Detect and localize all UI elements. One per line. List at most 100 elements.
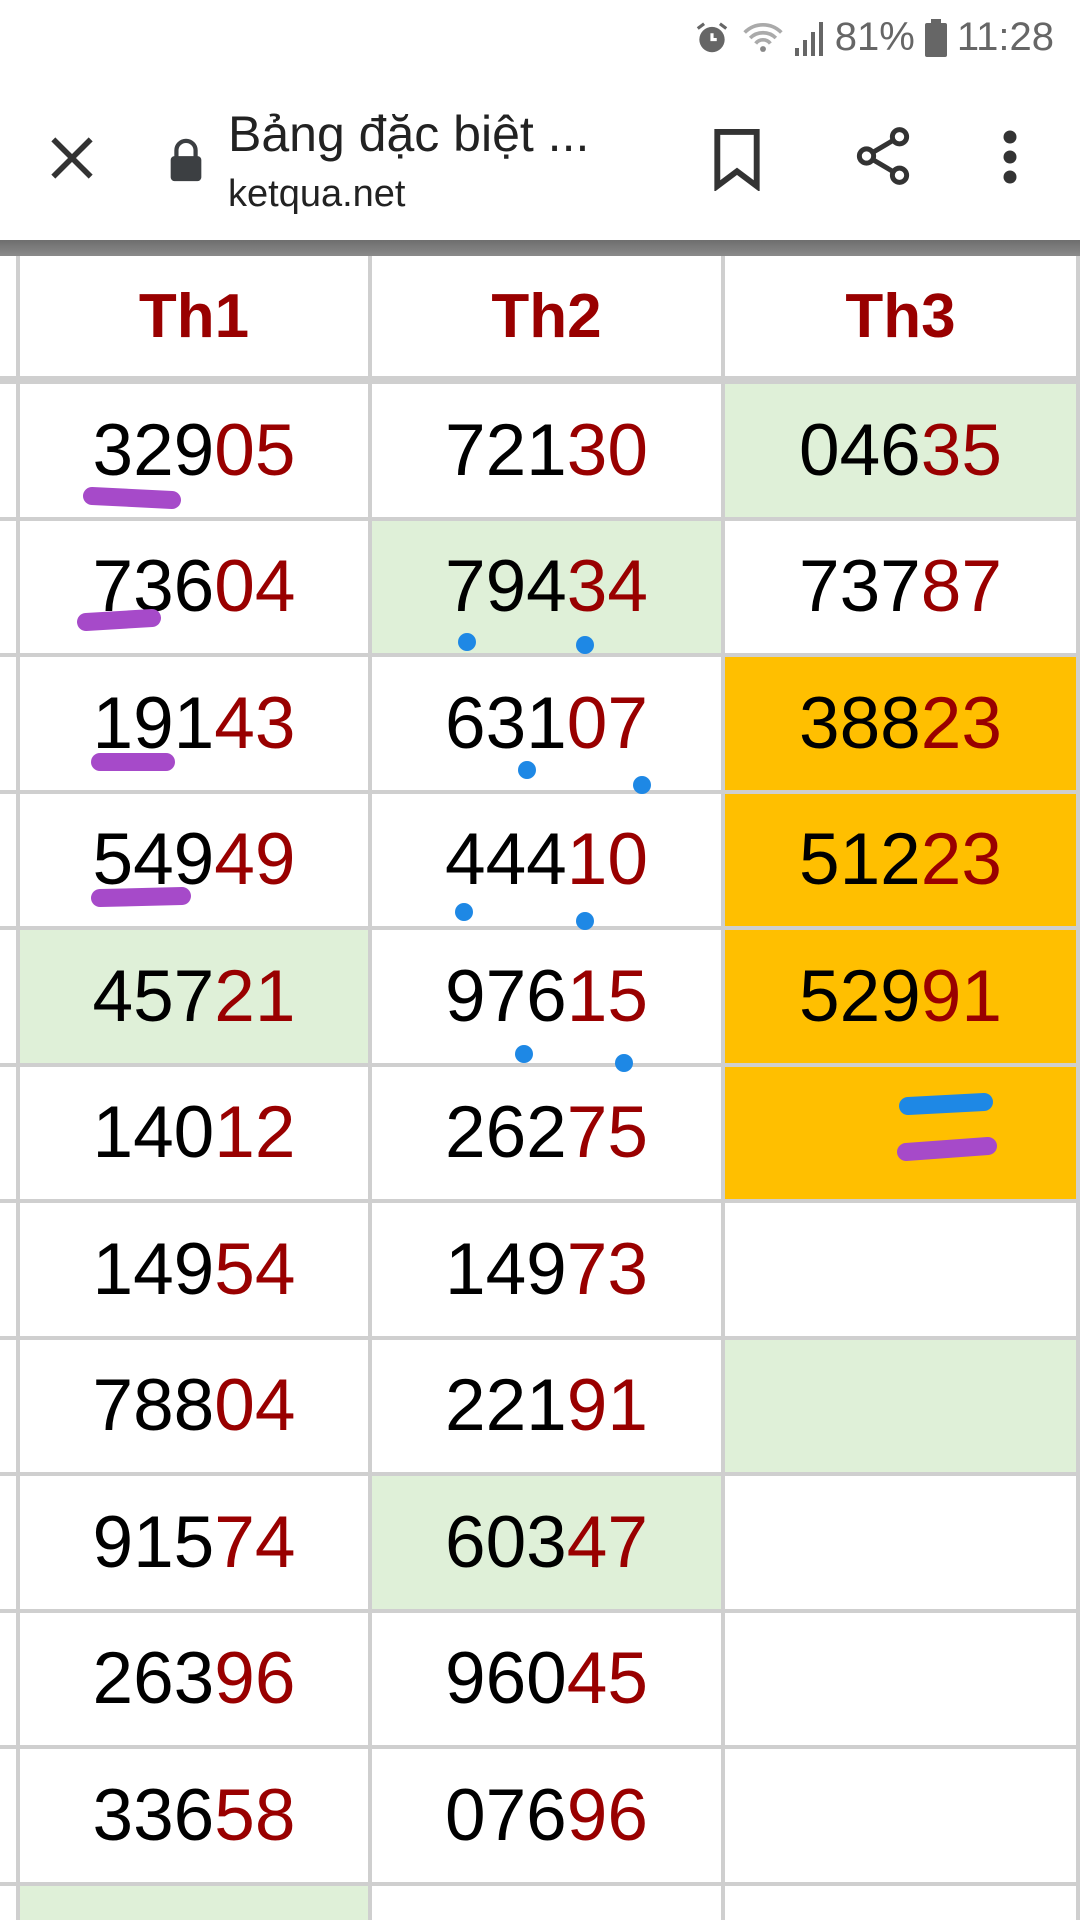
column-divider — [368, 256, 372, 1920]
table-cell — [372, 1886, 721, 1920]
number-tail: 35 — [920, 409, 1002, 491]
number-tail: 96 — [214, 1638, 296, 1720]
table-cell — [725, 1339, 1076, 1472]
results-table: Th1 Th2 Th3 329 05 721 30 046 35 736 04 794 34 737 87 1… — [0, 256, 1080, 1920]
number-head: 603 — [444, 1501, 567, 1583]
number-head: 721 — [444, 409, 567, 491]
row-divider — [0, 516, 1080, 521]
bookmark-icon[interactable] — [712, 127, 762, 191]
number-head: 149 — [92, 1228, 215, 1310]
row-divider — [0, 1199, 1080, 1203]
row-divider — [0, 789, 1080, 794]
table-cell: 915 74 — [20, 1476, 368, 1609]
header-divider — [0, 376, 1080, 384]
number-tail: 30 — [566, 409, 648, 491]
table-cell: 457 21 — [20, 930, 368, 1063]
number-tail: 21 — [214, 955, 296, 1037]
number-tail: 15 — [566, 955, 648, 1037]
table-cell: 721 30 — [372, 384, 721, 517]
number-head: 191 — [92, 682, 215, 764]
number-tail: 45 — [566, 1638, 648, 1720]
number-tail: 96 — [566, 1774, 648, 1856]
table-cell: 529 91 — [725, 930, 1076, 1063]
more-vert-icon[interactable] — [995, 127, 1025, 187]
row-divider — [0, 926, 1080, 930]
table-cell: 444 10 — [372, 794, 721, 927]
number-head: 329 — [92, 409, 215, 491]
table-cell: 149 54 — [20, 1203, 368, 1336]
clock: 11:28 — [956, 15, 1054, 59]
number-tail: 07 — [566, 682, 648, 764]
number-head: 915 — [92, 1501, 215, 1583]
number-tail: 05 — [214, 409, 296, 491]
number-head: 149 — [444, 1228, 567, 1310]
signal-icon — [794, 21, 823, 56]
browser-toolbar: Bảng đặc biệt ... ketqua.net — [0, 75, 1080, 240]
battery-icon — [924, 18, 947, 57]
close-icon[interactable] — [44, 130, 100, 186]
number-head: 263 — [92, 1638, 215, 1720]
number-tail: 04 — [214, 546, 296, 628]
wifi-icon — [743, 22, 783, 52]
number-head: 960 — [444, 1638, 567, 1720]
table-cell: 191 43 — [20, 657, 368, 790]
number-tail: 87 — [920, 546, 1002, 628]
number-tail: 73 — [566, 1228, 648, 1310]
table-cell: 788 04 — [20, 1340, 368, 1473]
table-cell — [725, 1613, 1076, 1746]
number-tail: 10 — [566, 819, 648, 901]
number-tail: 23 — [920, 819, 1002, 901]
table-cell: 631 07 — [372, 657, 721, 790]
number-tail: 47 — [566, 1501, 648, 1583]
number-head: 221 — [444, 1365, 567, 1447]
table-cell: 221 91 — [372, 1340, 721, 1473]
number-head: 140 — [92, 1092, 215, 1174]
table-cell — [725, 1203, 1076, 1336]
number-tail: 54 — [214, 1228, 296, 1310]
alarm-icon — [696, 21, 727, 52]
number-head: 631 — [444, 682, 567, 764]
table-cell: 549 49 — [20, 794, 368, 927]
number-head: 736 — [92, 546, 215, 628]
number-head: 549 — [92, 819, 215, 901]
number-tail: 75 — [566, 1092, 648, 1174]
table-cell: 976 15 — [372, 930, 721, 1063]
row-divider — [0, 1472, 1080, 1476]
number-head: 262 — [444, 1092, 567, 1174]
share-icon[interactable] — [850, 123, 916, 189]
row-divider — [0, 653, 1080, 657]
table-cell: 512 23 — [725, 793, 1076, 926]
table-cell: 262 75 — [372, 1067, 721, 1200]
number-tail: 91 — [566, 1365, 648, 1447]
table-cell: 076 96 — [372, 1749, 721, 1882]
table-cell: 149 73 — [372, 1203, 721, 1336]
number-head: 444 — [444, 819, 567, 901]
table-cell: 329 05 — [20, 384, 368, 517]
column-divider — [721, 256, 725, 1920]
row-divider — [0, 1062, 1080, 1067]
column-divider — [16, 256, 20, 1920]
number-head: 976 — [444, 955, 567, 1037]
table-cell — [725, 1886, 1076, 1920]
table-cell: 737 87 — [725, 521, 1076, 654]
toolbar-shadow — [0, 240, 1080, 256]
number-head: 794 — [444, 546, 567, 628]
number-head: 737 — [798, 546, 921, 628]
number-tail: 23 — [920, 682, 1002, 764]
page-url[interactable]: ketqua.net — [228, 173, 406, 215]
column-header-th1: Th1 — [138, 281, 250, 351]
column-header-th2: Th2 — [491, 281, 602, 351]
number-tail: 74 — [214, 1501, 296, 1583]
number-tail: 58 — [214, 1774, 296, 1856]
row-divider — [0, 1881, 1080, 1886]
number-head: 529 — [798, 955, 921, 1037]
number-head: 336 — [92, 1774, 215, 1856]
table-cell: 794 34 — [372, 520, 721, 653]
number-head: 512 — [798, 819, 921, 901]
number-tail: 49 — [214, 819, 296, 901]
row-divider — [0, 1335, 1080, 1340]
table-cell — [725, 1066, 1076, 1199]
number-head: 457 — [92, 955, 215, 1037]
number-tail: 12 — [214, 1092, 296, 1174]
table-cell — [20, 1885, 368, 1920]
